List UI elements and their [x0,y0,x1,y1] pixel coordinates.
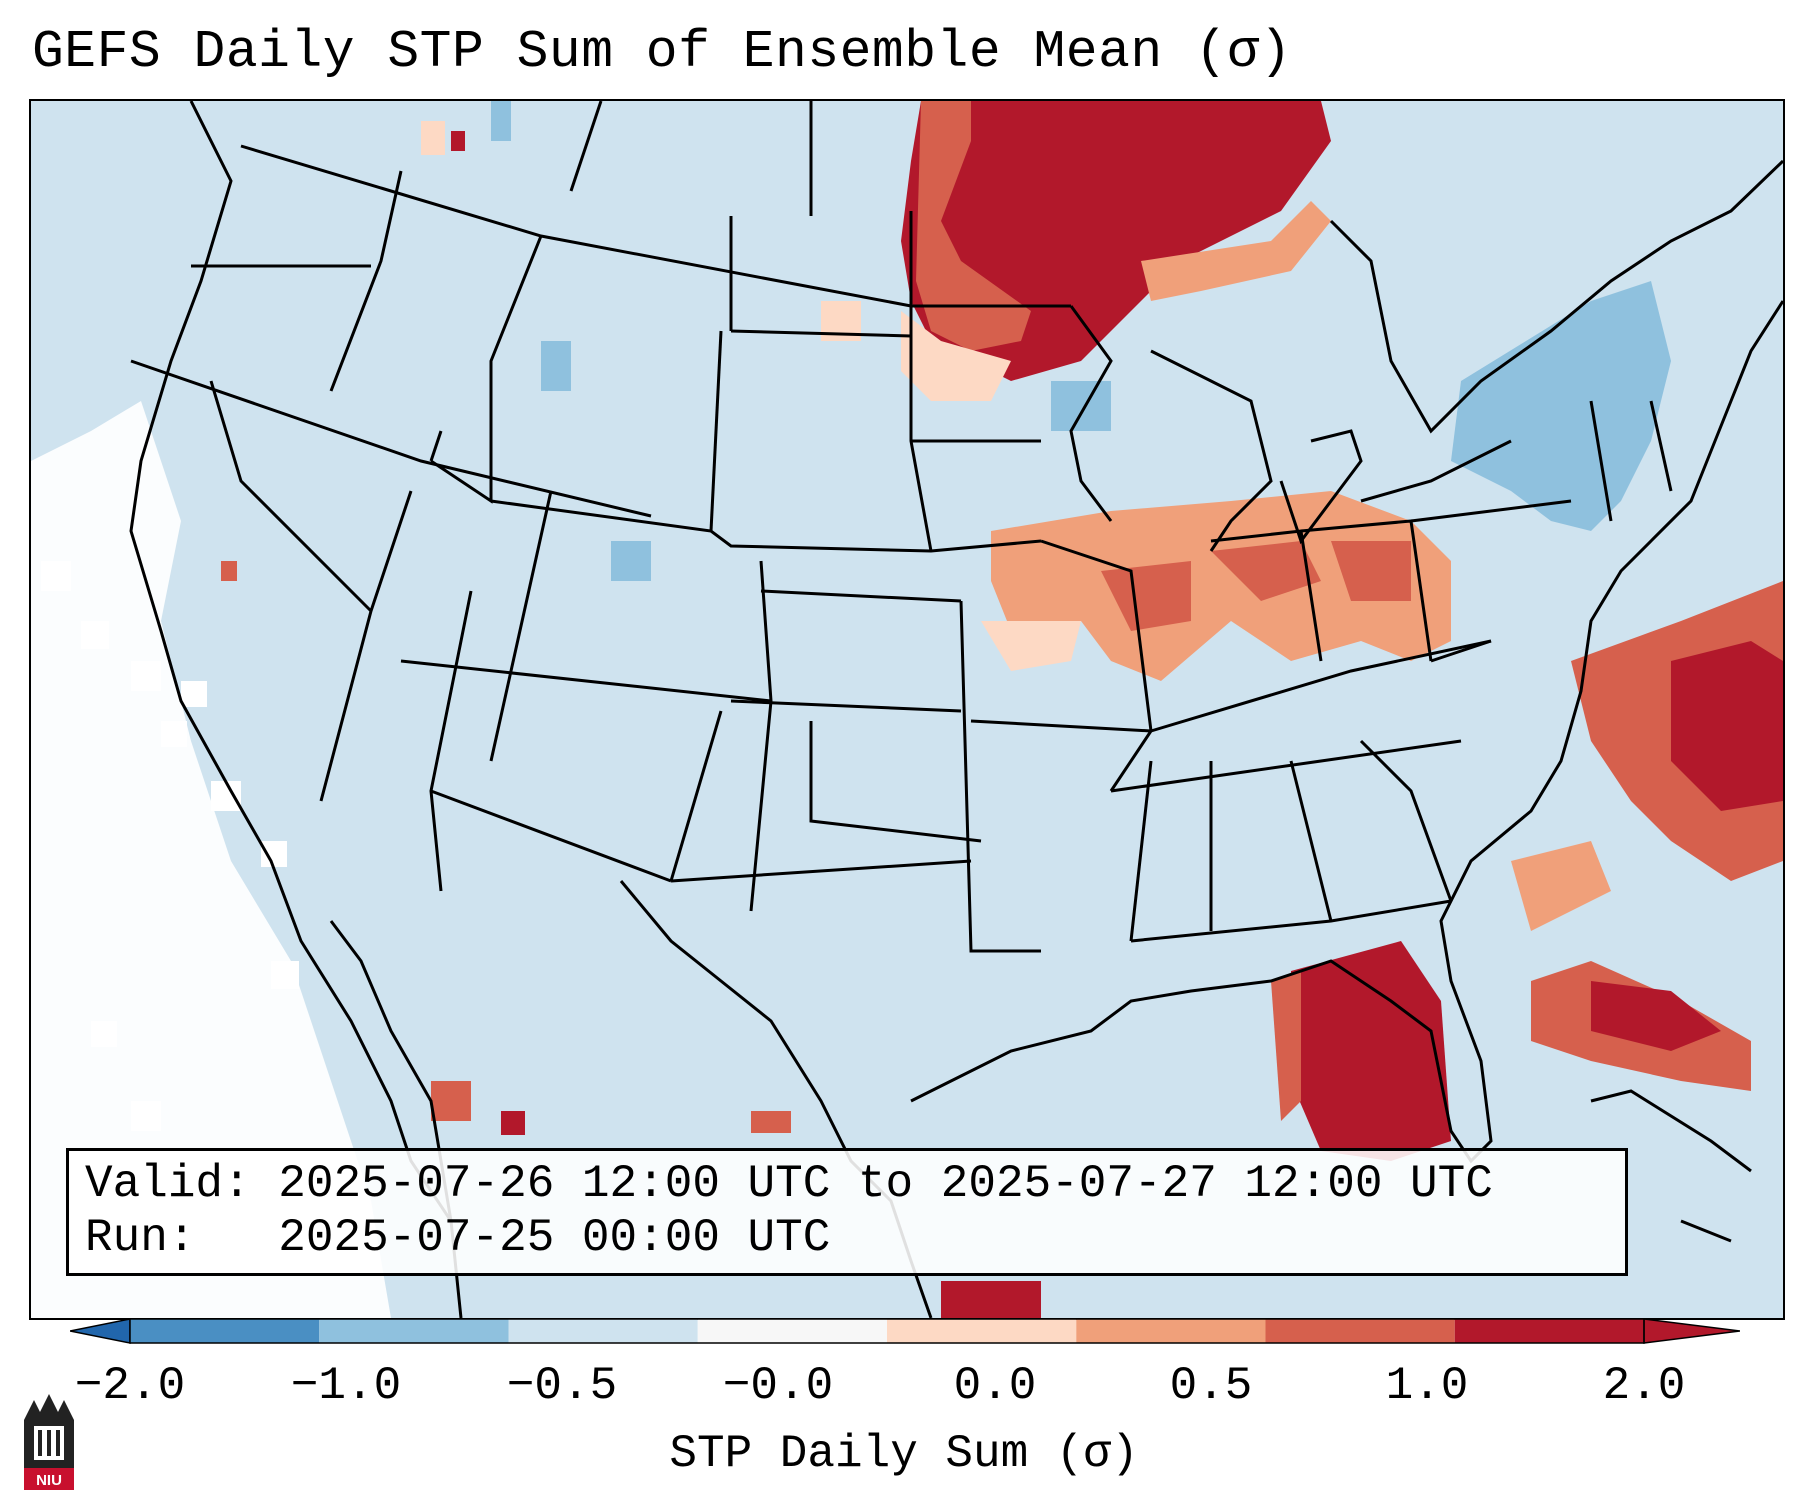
logo-text: NIU [36,1472,62,1489]
colorbar [70,1318,1740,1344]
valid-label: Valid: [85,1158,251,1210]
coastline [129,101,1783,1318]
valid-run-info-box: Valid: 2025-07-26 12:00 UTC to 2025-07-2… [66,1148,1628,1276]
colorbar-tick-2: −0.5 [506,1360,618,1412]
niu-logo: NIU [24,1394,74,1490]
colorbar-tick-1: −1.0 [290,1360,402,1412]
colorbar-tick-4: 0.0 [953,1360,1037,1412]
near-zero-pacific-region [31,401,391,1318]
colorbar-tick-5: 0.5 [1169,1360,1253,1412]
map-panel[interactable] [29,99,1785,1320]
valid-value: 2025-07-26 12:00 UTC to 2025-07-27 12:00… [278,1158,1493,1210]
colorbar-extend-high [1643,1318,1740,1344]
positive-anomalies [221,101,1783,1318]
anomaly-florida [1291,941,1451,1161]
colorbar-segment-4 [887,1319,1077,1343]
colorbar-label: STP Daily Sum (σ) [669,1428,1139,1480]
colorbar-extend-low [70,1318,131,1344]
colorbar-segment-6 [1265,1319,1455,1343]
map-title: GEFS Daily STP Sum of Ensemble Mean (σ) [32,22,1292,82]
anomaly-northeast [1451,281,1671,531]
state-borders [130,101,1673,953]
colorbar-tick-0: −2.0 [74,1360,186,1412]
map-canvas [31,101,1783,1318]
run-label: Run: [85,1212,196,1264]
colorbar-tick-7: 2.0 [1602,1360,1686,1412]
colorbar-segment-3 [697,1319,887,1343]
colorbar-tick-6: 1.0 [1385,1360,1469,1412]
colorbar-segment-0 [130,1319,320,1343]
pacific-speckles [41,561,299,1131]
colorbar-segment-1 [319,1319,509,1343]
colorbar-segment-5 [1076,1319,1266,1343]
colorbar-tick-3: −0.0 [722,1360,834,1412]
colorbar-segment-7 [1454,1319,1644,1343]
colorbar-segment-2 [508,1319,698,1343]
colorbar-border [129,1318,1645,1344]
negative-anomalies [491,101,1671,581]
run-value: 2025-07-25 00:00 UTC [278,1212,831,1264]
anomaly-midwest [991,491,1451,681]
